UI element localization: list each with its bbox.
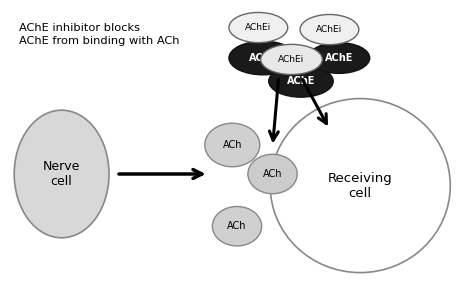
Ellipse shape (248, 154, 297, 194)
Text: ACh: ACh (222, 140, 242, 150)
Text: Receiving
cell: Receiving cell (328, 172, 392, 200)
Ellipse shape (269, 65, 333, 97)
Text: AChEi: AChEi (245, 23, 272, 32)
Text: AChE: AChE (287, 76, 315, 86)
Ellipse shape (229, 12, 288, 43)
Ellipse shape (261, 44, 322, 75)
Text: AChE inhibitor blocks
AChE from binding with ACh: AChE inhibitor blocks AChE from binding … (19, 23, 180, 46)
Ellipse shape (300, 14, 359, 45)
Text: AChEi: AChEi (316, 25, 343, 34)
Ellipse shape (270, 99, 450, 273)
Ellipse shape (14, 110, 109, 238)
Text: AChE: AChE (325, 53, 353, 63)
Ellipse shape (205, 123, 260, 167)
Text: AChEi: AChEi (278, 55, 305, 64)
Text: ACh: ACh (227, 221, 247, 231)
Ellipse shape (308, 43, 370, 73)
Ellipse shape (212, 206, 262, 246)
Ellipse shape (229, 41, 297, 75)
Text: AChE: AChE (249, 53, 277, 63)
Text: Nerve
cell: Nerve cell (43, 160, 80, 188)
Text: ACh: ACh (263, 169, 283, 179)
